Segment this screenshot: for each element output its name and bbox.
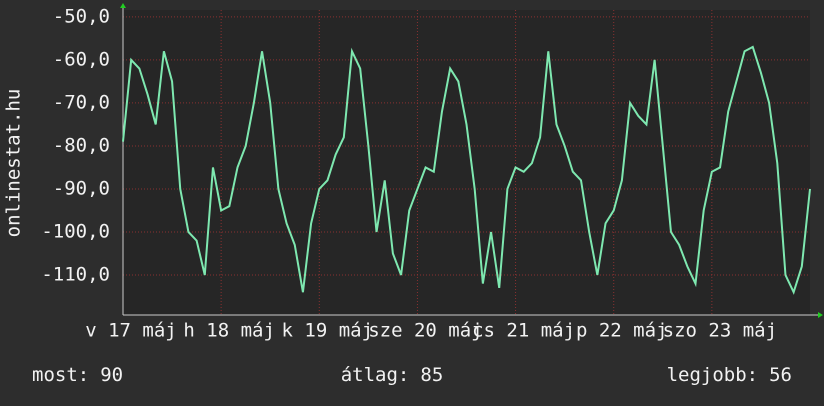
axis-arrow <box>818 312 823 318</box>
footer-label: átlag: <box>341 364 410 386</box>
plot-area <box>123 10 810 315</box>
y-tick-label: -60,0 <box>53 48 110 70</box>
footer-stat: átlag: 85 <box>341 364 444 386</box>
y-tick-label: -50,0 <box>53 5 110 27</box>
y-axis-title: onlinestat.hu <box>3 89 25 238</box>
y-tick-label: -110,0 <box>41 263 110 285</box>
footer-label: legjobb: <box>667 364 759 386</box>
footer-value: 85 <box>420 364 443 386</box>
y-tick-label: -70,0 <box>53 91 110 113</box>
x-tick-label: szo 23 máj <box>663 320 777 342</box>
footer-label: most: <box>32 364 89 386</box>
x-tick-label: h 18 máj <box>183 320 275 342</box>
x-tick-label: sze 20 máj <box>368 320 482 342</box>
line-series <box>122 45 811 295</box>
footer-value: 56 <box>769 364 792 386</box>
x-tick-label: v 17 máj <box>85 320 177 342</box>
y-tick-label: -100,0 <box>41 220 110 242</box>
x-tick-label: p 22 máj <box>576 320 668 342</box>
y-tick-label: -80,0 <box>53 134 110 156</box>
axis-arrow <box>120 3 126 8</box>
x-tick-label: cs 21 máj <box>472 320 575 342</box>
x-tick-label: k 19 máj <box>282 320 374 342</box>
footer-stat: most: 90 <box>32 364 123 386</box>
footer-value: 90 <box>100 364 123 386</box>
footer-stat: legjobb: 56 <box>667 364 792 386</box>
y-tick-label: -90,0 <box>53 177 110 199</box>
